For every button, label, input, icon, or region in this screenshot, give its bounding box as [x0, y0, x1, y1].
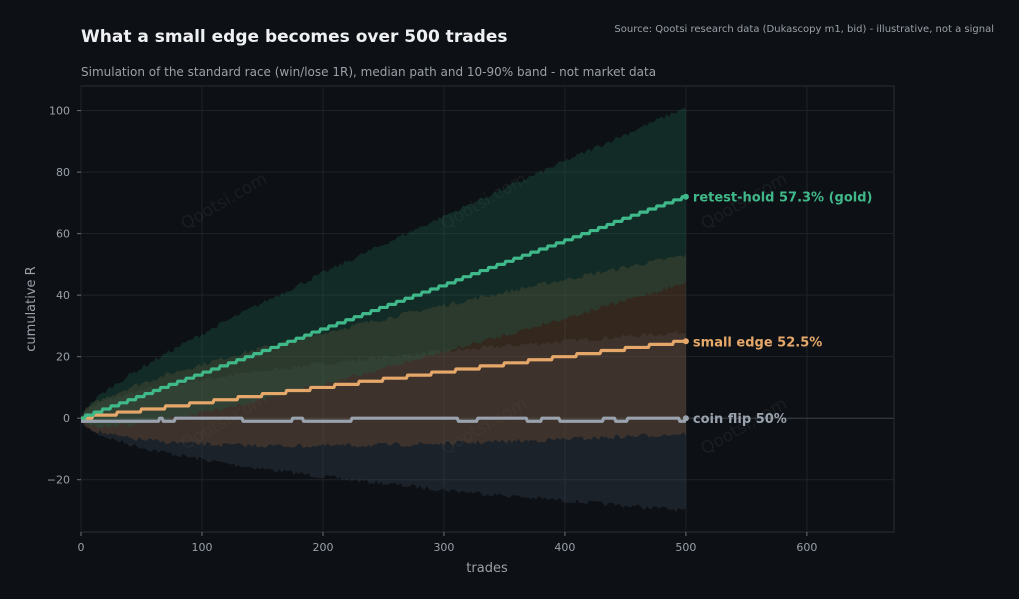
x-tick-label: 500 — [675, 541, 696, 554]
x-tick-label: 100 — [191, 541, 212, 554]
y-tick-label: 20 — [56, 351, 70, 364]
end-point — [682, 193, 689, 200]
lines — [80, 193, 689, 423]
band-retest-hold — [81, 107, 686, 429]
end-labels: coin flip 50% small edge 52.5% retest-hold… — [693, 191, 873, 427]
series-end-label: retest-hold 57.3% (gold) — [693, 191, 873, 206]
y-axis-label: cumulative R — [24, 266, 39, 351]
plot-area — [80, 85, 895, 533]
y-tick-label: 0 — [63, 412, 70, 425]
y-tick-label: −20 — [47, 474, 70, 487]
band-coin — [81, 330, 686, 513]
y-tick-label: 80 — [56, 166, 70, 179]
series-end-label: coin flip 50% — [693, 412, 787, 427]
series-end-label: small edge 52.5% — [693, 335, 822, 350]
x-tick-label: 0 — [78, 541, 85, 554]
chart-subtitle: Simulation of the standard race (win/los… — [81, 65, 657, 79]
ticks: 0 100 200 300 400 500 600 −20 0 20 40 60 80 100 — [47, 105, 818, 554]
x-tick-label: 400 — [554, 541, 575, 554]
end-point — [682, 338, 689, 345]
y-tick-label: 60 — [56, 228, 70, 241]
y-tick-label: 100 — [49, 105, 70, 118]
x-tick-label: 200 — [312, 541, 333, 554]
x-tick-label: 600 — [796, 541, 817, 554]
median-line — [80, 195, 687, 420]
chart-title: What a small edge becomes over 500 trade… — [81, 27, 508, 47]
source-note: Source: Qootsi research data (Dukascopy … — [614, 24, 994, 35]
x-axis-label: trades — [466, 561, 508, 576]
end-point — [682, 415, 689, 422]
median-line — [80, 416, 687, 423]
median-line — [80, 339, 687, 420]
x-tick-label: 300 — [433, 541, 454, 554]
y-tick-label: 40 — [56, 289, 70, 302]
